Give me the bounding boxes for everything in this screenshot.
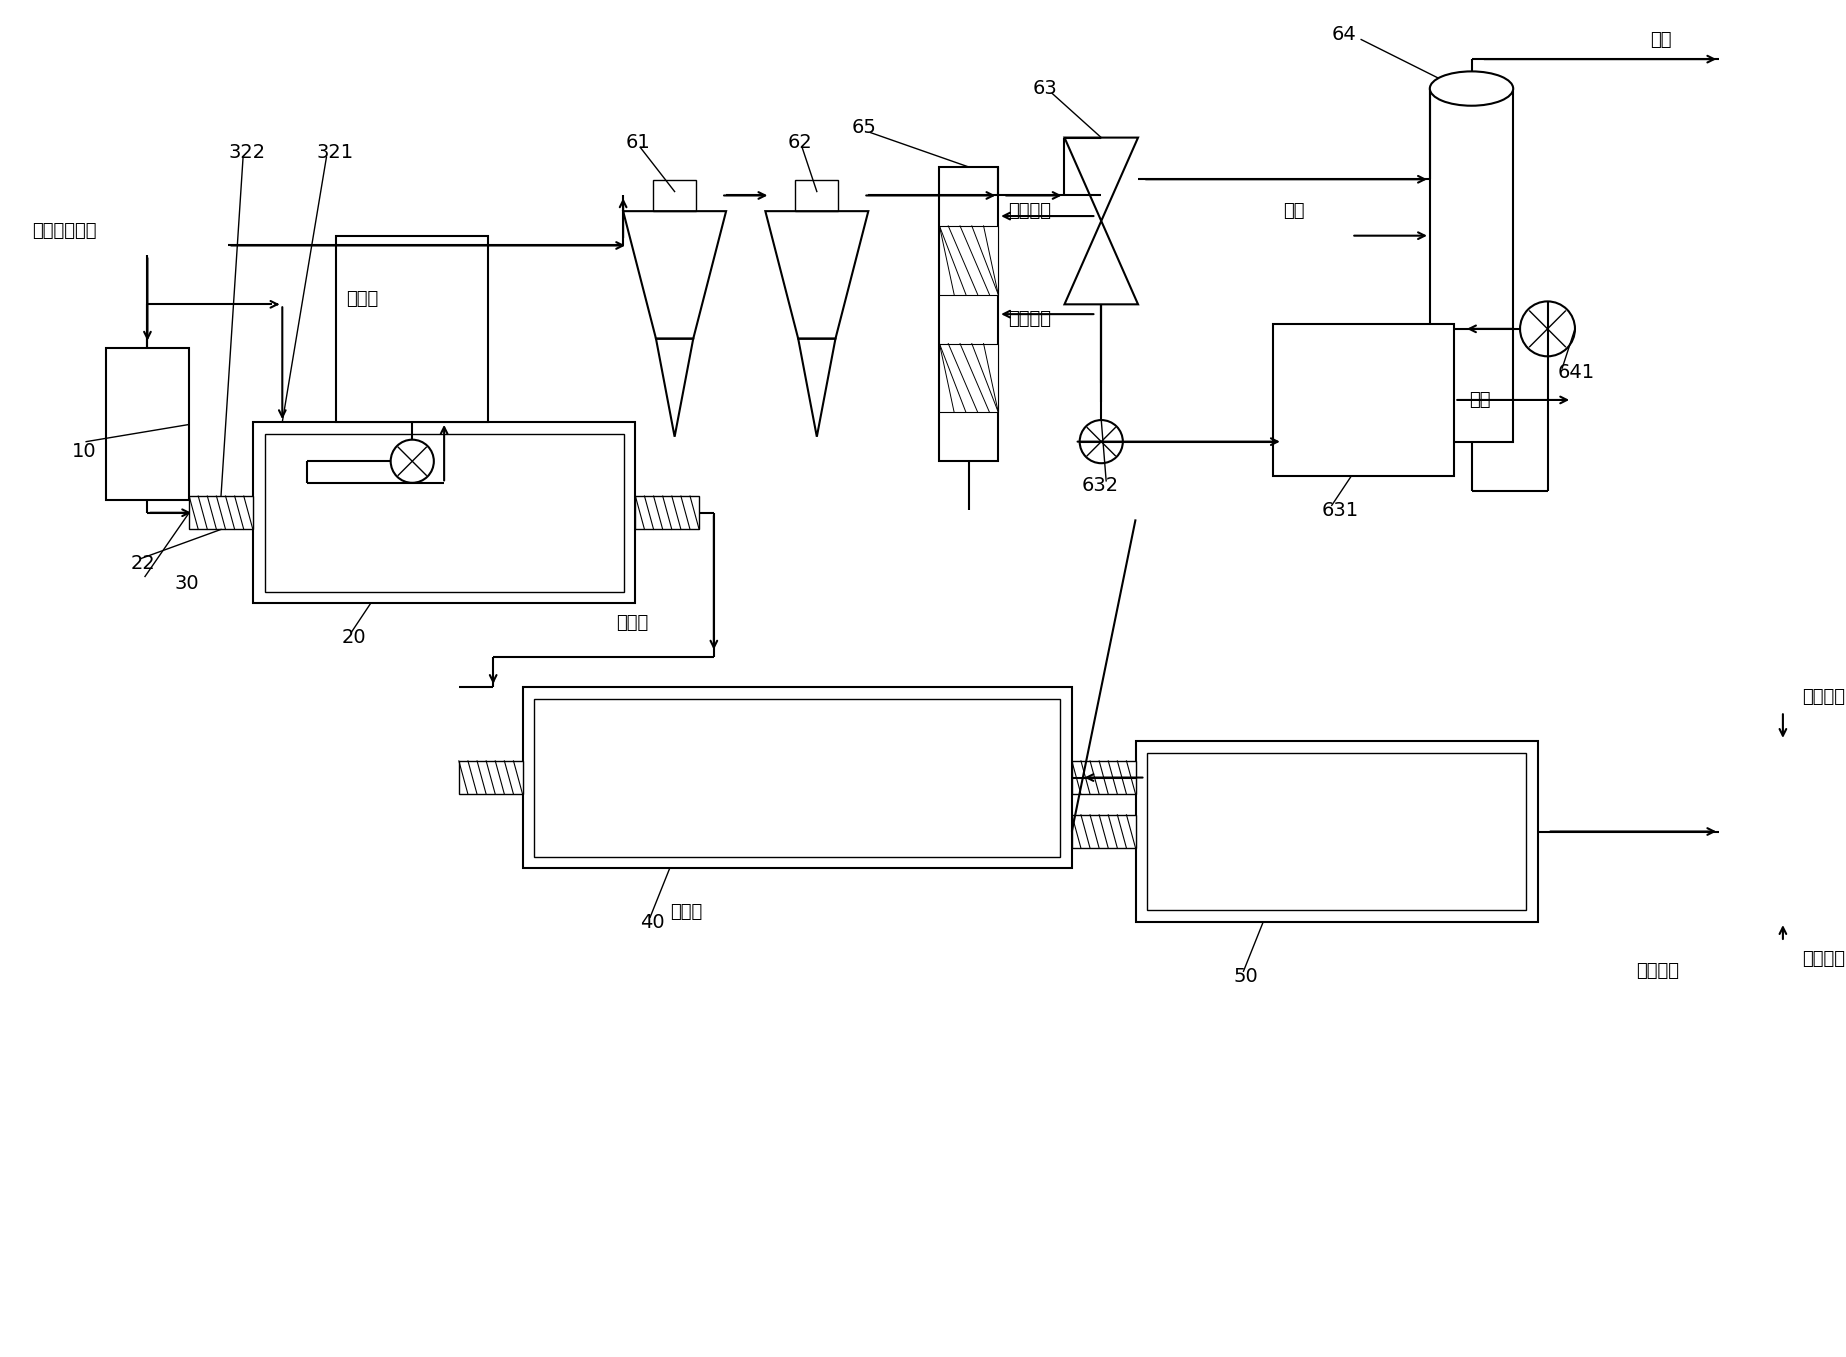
Text: 632: 632 bbox=[1082, 476, 1119, 495]
Text: 焙烧料: 焙烧料 bbox=[670, 904, 701, 921]
Text: 64: 64 bbox=[1331, 26, 1357, 45]
Text: 30: 30 bbox=[174, 574, 199, 593]
Bar bbox=[653, 179, 696, 212]
Bar bbox=[460, 761, 522, 794]
Bar bbox=[522, 687, 1073, 868]
Bar bbox=[188, 497, 253, 529]
Text: 63: 63 bbox=[1032, 79, 1058, 98]
Text: 641: 641 bbox=[1558, 364, 1595, 383]
Bar bbox=[1073, 761, 1135, 794]
Bar bbox=[635, 497, 700, 529]
Bar bbox=[105, 349, 188, 501]
Bar bbox=[1274, 324, 1455, 476]
Bar bbox=[1148, 753, 1527, 911]
Text: 三元电池黑粉: 三元电池黑粉 bbox=[31, 221, 96, 240]
Bar bbox=[940, 343, 999, 413]
Text: 循环回水: 循环回水 bbox=[1008, 202, 1050, 220]
Text: 循环回水: 循环回水 bbox=[1802, 688, 1846, 706]
Text: 61: 61 bbox=[626, 133, 650, 152]
Text: 循环上水: 循环上水 bbox=[1008, 309, 1050, 328]
Bar bbox=[796, 179, 838, 212]
Text: 40: 40 bbox=[641, 913, 665, 932]
Bar bbox=[336, 236, 487, 422]
Text: 20: 20 bbox=[342, 628, 366, 647]
Text: 外排: 外排 bbox=[1469, 391, 1490, 408]
Text: 循环上水: 循环上水 bbox=[1802, 950, 1846, 969]
Ellipse shape bbox=[1431, 72, 1514, 106]
Bar bbox=[264, 434, 624, 592]
Text: 631: 631 bbox=[1322, 501, 1359, 520]
Bar bbox=[533, 699, 1060, 856]
Text: 65: 65 bbox=[851, 118, 877, 137]
Text: 后续工序: 后续工序 bbox=[1636, 962, 1678, 980]
Bar bbox=[253, 422, 635, 604]
Text: 50: 50 bbox=[1233, 966, 1259, 985]
Text: 62: 62 bbox=[788, 133, 812, 152]
Text: 22: 22 bbox=[131, 554, 155, 573]
Text: 321: 321 bbox=[318, 142, 354, 161]
Bar bbox=[1073, 814, 1135, 848]
Text: 322: 322 bbox=[229, 142, 266, 161]
Text: 10: 10 bbox=[72, 442, 96, 461]
Bar bbox=[1431, 88, 1514, 441]
Text: 酸化料: 酸化料 bbox=[617, 615, 648, 632]
Bar bbox=[940, 167, 999, 461]
Text: 原水: 原水 bbox=[1283, 202, 1305, 220]
Bar bbox=[1135, 741, 1538, 923]
Text: 浓硫酸: 浓硫酸 bbox=[345, 290, 378, 308]
Text: 制酸: 制酸 bbox=[1650, 30, 1672, 49]
Bar bbox=[940, 225, 999, 294]
